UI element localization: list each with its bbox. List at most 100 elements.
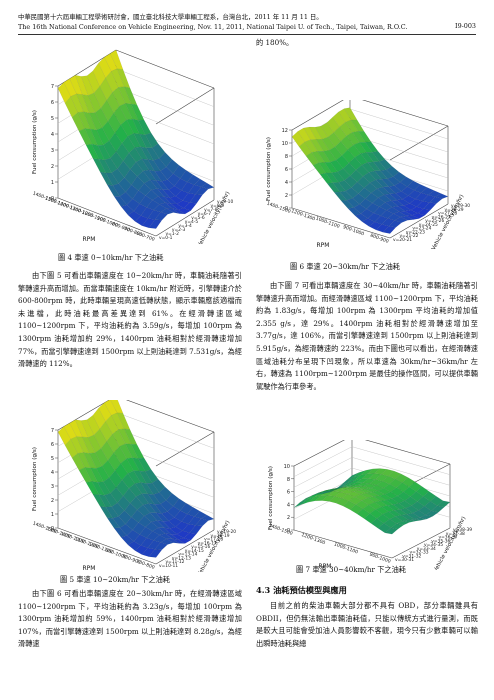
velocity-tick-label: v=20-21 bbox=[393, 237, 412, 243]
velocity-tick-label: v=12-13 bbox=[172, 555, 191, 561]
velocity-tick-label: v=1-2 bbox=[165, 231, 179, 237]
velocity-tick-label: v=22-23 bbox=[406, 229, 425, 235]
velocity-tick-label: v=35-36 bbox=[431, 538, 450, 544]
velocity-tick-label: v=13-14 bbox=[178, 552, 197, 558]
figure-7-surface-plot: 02468101400-15001200-13001000-1100900-10… bbox=[268, 440, 472, 570]
z-tick-label: 2 bbox=[287, 515, 290, 521]
velocity-tick-label: v=23-24 bbox=[412, 226, 431, 232]
continued-text: 的 180%。 bbox=[256, 38, 294, 47]
velocity-tick-label: v=9-10 bbox=[217, 199, 233, 205]
z-axis-title: Fuel consumption (g/s) bbox=[32, 110, 38, 174]
velocity-tick-label: v=24-25 bbox=[419, 222, 438, 228]
rpm-tick-label: 700-800 bbox=[135, 559, 155, 571]
velocity-tick-label: v=0-1 bbox=[159, 235, 173, 241]
z-tick-label: 10 bbox=[282, 141, 288, 147]
figure-5-caption: 圖 5 車速 10~20km/hr 下之油耗 bbox=[60, 575, 170, 584]
paragraph-fig6-analysis: 由下圖 6 可看出車輛速度在 20~30km/hr 時，在經滑轉速區域 1100… bbox=[18, 589, 242, 649]
z-tick-label: 1 bbox=[51, 512, 54, 518]
figure-6-caption: 圖 6 車速 20~30km/hr 下之油耗 bbox=[290, 262, 400, 271]
velocity-tick-label: v=15-16 bbox=[191, 544, 210, 550]
rpm-tick-label: 1000-1100 bbox=[315, 216, 341, 230]
z-tick-label: 5 bbox=[51, 456, 54, 462]
velocity-tick-label: v=11-12 bbox=[165, 559, 184, 565]
velocity-tick-label: v=37-38 bbox=[446, 531, 465, 537]
z-axis-title: Fuel consumption (g/s) bbox=[266, 137, 272, 201]
velocity-tick-label: v=33-34 bbox=[417, 546, 436, 552]
z-tick-label: 4 bbox=[285, 180, 288, 186]
figure-6-surface-plot: 0246810121400-15001200-13001000-1100900-… bbox=[266, 100, 470, 251]
velocity-tick-label: v=16-17 bbox=[198, 540, 217, 546]
z-tick-label: 4 bbox=[287, 502, 290, 508]
z-tick-label: 6 bbox=[285, 167, 288, 173]
velocity-tick-label: v=18-19 bbox=[211, 533, 230, 539]
z-tick-label: 7 bbox=[51, 84, 54, 90]
velocity-tick-label: v=6-7 bbox=[198, 211, 212, 217]
z-tick-label: 4 bbox=[51, 132, 54, 138]
velocity-tick-label: v=26-27 bbox=[432, 214, 451, 220]
velocity-tick-label: v=5-6 bbox=[191, 215, 205, 221]
rpm-tick-label: 900-1000 bbox=[342, 224, 365, 237]
z-tick-label: 0 bbox=[51, 526, 54, 532]
z-tick-label: 0 bbox=[287, 528, 290, 534]
z-tick-label: 2 bbox=[51, 164, 54, 170]
velocity-tick-label: v=21-22 bbox=[399, 233, 418, 239]
rpm-axis-title: RPM bbox=[83, 565, 96, 572]
page-id: I9-003 bbox=[455, 22, 476, 30]
z-tick-label: 4 bbox=[51, 470, 54, 476]
figure-5-surface-plot: 012345671400-15001300-14001200-13001100-… bbox=[32, 400, 236, 572]
velocity-tick-label: v=36-37 bbox=[439, 535, 458, 541]
z-tick-label: 6 bbox=[51, 442, 54, 448]
velocity-tick-label: v=19-20 bbox=[217, 529, 236, 535]
header-chinese: 中華民國第十六屆車輛工程學術研討會，國立臺北科技大學車輛工程系，台灣台北，201… bbox=[18, 13, 323, 21]
velocity-tick-label: v=28-29 bbox=[445, 207, 464, 213]
velocity-tick-label: v=32-33 bbox=[410, 550, 429, 556]
z-tick-label: 5 bbox=[51, 116, 54, 122]
figure-4-surface-plot: 012345671400-15001300-14001200-13001100-… bbox=[32, 49, 233, 244]
velocity-tick-label: v=7-8 bbox=[204, 207, 218, 213]
z-tick-label: 7 bbox=[51, 428, 54, 434]
velocity-tick-label: v=10-11 bbox=[159, 563, 178, 569]
rpm-tick-label: 1200-1300 bbox=[290, 208, 316, 222]
section-title: 油耗預估模型與應用 bbox=[273, 585, 347, 595]
section-heading: 4.3 油耗預估模型與應用 bbox=[256, 584, 347, 596]
z-tick-label: 6 bbox=[51, 100, 54, 106]
header-english: The 16th National Conference on Vehicle … bbox=[18, 23, 408, 31]
figure-4-caption: 圖 4 車速 0~10km/hr 下之油耗 bbox=[58, 253, 164, 262]
velocity-tick-label: v=34-35 bbox=[424, 542, 443, 548]
paragraph-obd-intro: 目前之前的柴油車輛大部分都不具有 OBD，部分車輛雖具有 OBDII，但仍無法輸… bbox=[256, 601, 478, 648]
rpm-axis-title: RPM bbox=[83, 236, 96, 243]
z-tick-label: 6 bbox=[287, 490, 290, 496]
section-number: 4.3 bbox=[256, 585, 271, 595]
z-tick-label: 2 bbox=[51, 498, 54, 504]
z-tick-label: 8 bbox=[285, 154, 288, 160]
running-header: 中華民國第十六屆車輛工程學術研討會，國立臺北科技大學車輛工程系，台灣台北，201… bbox=[18, 12, 407, 32]
velocity-tick-label: v=4-5 bbox=[185, 219, 199, 225]
velocity-tick-label: v=8-9 bbox=[211, 203, 225, 209]
z-tick-label: 10 bbox=[284, 464, 290, 470]
rpm-tick-label: 1000-1100 bbox=[333, 541, 359, 555]
velocity-tick-label: v=17-18 bbox=[204, 537, 223, 543]
velocity-tick-label: v=3-4 bbox=[178, 223, 192, 229]
velocity-tick-label: v=29-30 bbox=[451, 203, 470, 209]
z-tick-label: 1 bbox=[51, 180, 54, 186]
velocity-tick-label: v=14-15 bbox=[185, 548, 204, 554]
velocity-tick-label: v=2-3 bbox=[172, 227, 186, 233]
z-tick-label: 2 bbox=[285, 193, 288, 199]
rpm-axis-title: RPM bbox=[317, 242, 330, 249]
rpm-axis-title: RPM bbox=[319, 563, 332, 570]
z-tick-label: 12 bbox=[282, 128, 288, 134]
velocity-tick-label: v=25-26 bbox=[425, 218, 444, 224]
z-tick-label: 3 bbox=[51, 148, 54, 154]
figure-7-caption: 圖 7 車速 30~40km/hr 下之油耗 bbox=[296, 565, 406, 574]
z-tick-label: 3 bbox=[51, 484, 54, 490]
z-axis-title: Fuel consumption (g/s) bbox=[268, 466, 274, 530]
z-tick-label: 0 bbox=[285, 206, 288, 212]
rpm-tick-label: 1200-1300 bbox=[300, 532, 326, 546]
rpm-tick-label: 600-700 bbox=[135, 231, 155, 243]
header-rule bbox=[18, 34, 476, 35]
velocity-tick-label: v=38-39 bbox=[453, 527, 472, 533]
z-axis-title: Fuel consumption (g/s) bbox=[32, 447, 38, 511]
velocity-tick-label: v=31-32 bbox=[402, 553, 421, 559]
rpm-tick-label: 900-1000 bbox=[369, 552, 392, 565]
velocity-tick-label: v=27-28 bbox=[438, 211, 457, 217]
